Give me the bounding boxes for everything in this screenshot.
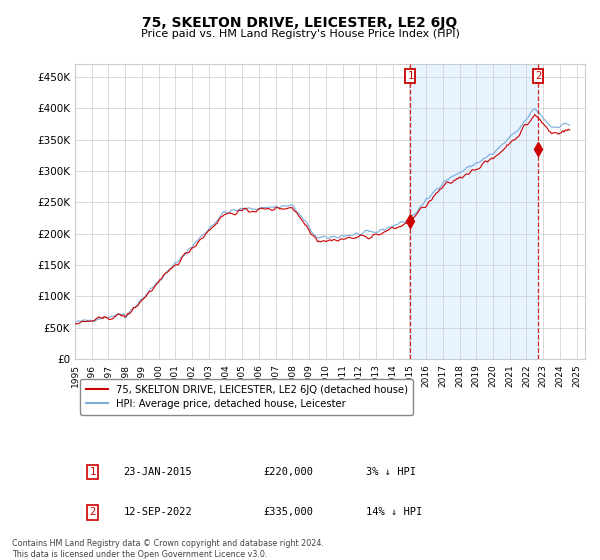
Bar xyxy=(410,64,538,359)
Text: 2: 2 xyxy=(90,507,96,517)
Text: £220,000: £220,000 xyxy=(264,467,314,477)
Text: 23-JAN-2015: 23-JAN-2015 xyxy=(124,467,192,477)
Text: 2: 2 xyxy=(535,71,541,81)
Text: 1: 1 xyxy=(407,71,413,81)
Legend: 75, SKELTON DRIVE, LEICESTER, LE2 6JQ (detached house), HPI: Average price, deta: 75, SKELTON DRIVE, LEICESTER, LE2 6JQ (d… xyxy=(80,379,413,415)
Text: 14% ↓ HPI: 14% ↓ HPI xyxy=(366,507,422,517)
Text: £335,000: £335,000 xyxy=(264,507,314,517)
Text: 12-SEP-2022: 12-SEP-2022 xyxy=(124,507,192,517)
Text: Contains HM Land Registry data © Crown copyright and database right 2024.
This d: Contains HM Land Registry data © Crown c… xyxy=(12,539,324,559)
Text: Price paid vs. HM Land Registry's House Price Index (HPI): Price paid vs. HM Land Registry's House … xyxy=(140,29,460,39)
Text: 75, SKELTON DRIVE, LEICESTER, LE2 6JQ: 75, SKELTON DRIVE, LEICESTER, LE2 6JQ xyxy=(142,16,458,30)
Text: 1: 1 xyxy=(90,467,96,477)
Text: 3% ↓ HPI: 3% ↓ HPI xyxy=(366,467,416,477)
